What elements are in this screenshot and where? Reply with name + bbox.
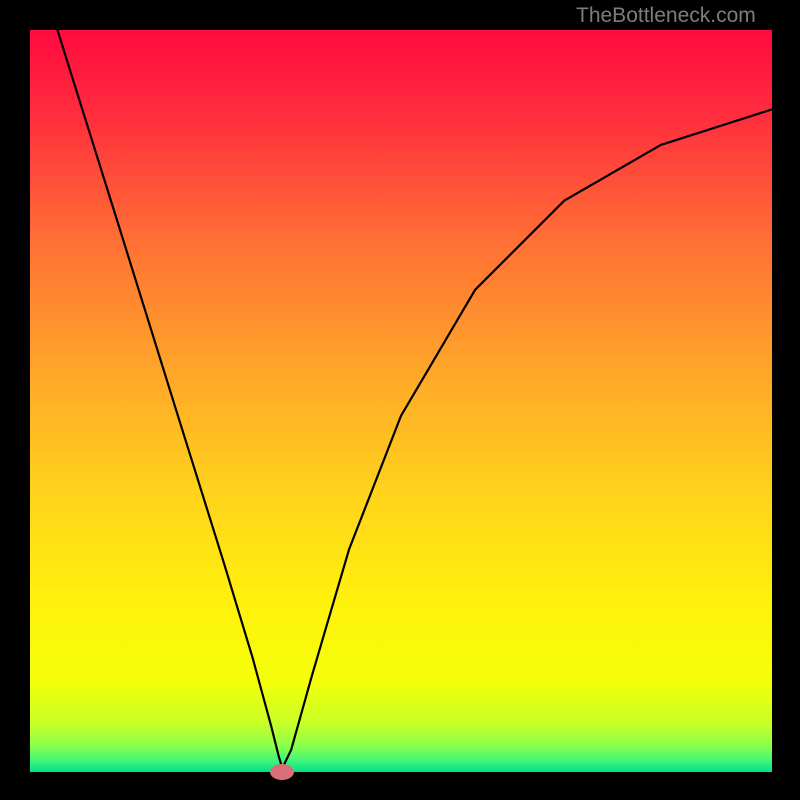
axis-border-left <box>0 0 30 800</box>
axis-border-right <box>772 0 800 800</box>
plot-gradient-background <box>30 30 772 772</box>
bottleneck-chart: TheBottleneck.com <box>0 0 800 800</box>
axis-border-bottom <box>0 772 800 800</box>
watermark-text: TheBottleneck.com <box>576 4 756 28</box>
